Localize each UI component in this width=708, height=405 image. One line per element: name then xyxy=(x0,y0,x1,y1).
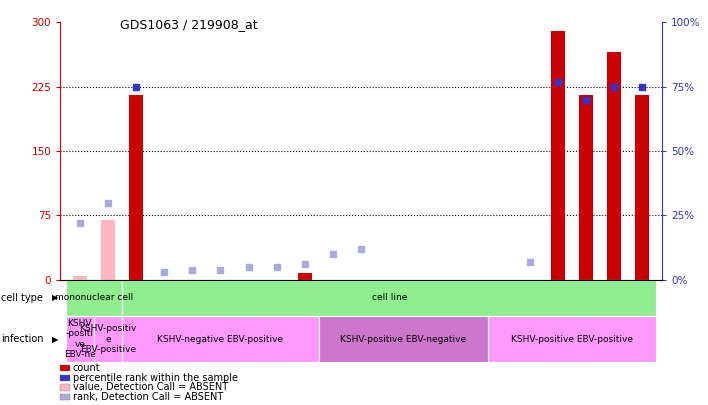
Point xyxy=(74,220,86,226)
Text: KSHV-positive EBV-negative: KSHV-positive EBV-negative xyxy=(341,335,467,343)
Text: KSHV-positive EBV-positive: KSHV-positive EBV-positive xyxy=(511,335,633,343)
Text: ▶: ▶ xyxy=(52,293,59,303)
Bar xyxy=(319,316,488,362)
Point xyxy=(552,78,564,85)
Text: rank, Detection Call = ABSENT: rank, Detection Call = ABSENT xyxy=(73,392,223,402)
Text: percentile rank within the sample: percentile rank within the sample xyxy=(73,373,238,383)
Bar xyxy=(298,273,312,280)
Text: mononuclear cell: mononuclear cell xyxy=(55,293,133,303)
Text: count: count xyxy=(73,363,101,373)
Text: cell line: cell line xyxy=(372,293,407,303)
Text: KSHV-negative EBV-positive: KSHV-negative EBV-positive xyxy=(157,335,283,343)
Point xyxy=(636,83,648,90)
Point xyxy=(327,251,338,257)
Bar xyxy=(122,316,319,362)
Text: GDS1063 / 219908_at: GDS1063 / 219908_at xyxy=(120,18,258,31)
Bar xyxy=(129,95,143,280)
Point xyxy=(608,83,620,90)
Bar xyxy=(122,280,656,316)
Bar xyxy=(579,95,593,280)
Bar xyxy=(551,31,565,280)
Point xyxy=(187,266,198,273)
Bar xyxy=(488,316,656,362)
Point xyxy=(103,199,114,206)
Bar xyxy=(635,95,649,280)
Text: KSHV-positiv
e
EBV-positive: KSHV-positiv e EBV-positive xyxy=(79,324,137,354)
Point xyxy=(130,83,142,90)
Bar xyxy=(607,52,621,280)
Point xyxy=(355,246,367,252)
Point xyxy=(243,264,254,270)
Bar xyxy=(94,316,122,362)
Point xyxy=(215,266,226,273)
Point xyxy=(271,264,282,270)
Bar xyxy=(73,275,87,280)
Bar xyxy=(66,316,94,362)
Point xyxy=(159,269,170,275)
Text: ▶: ▶ xyxy=(52,335,59,343)
Bar xyxy=(101,220,115,280)
Text: infection: infection xyxy=(1,334,44,344)
Point xyxy=(581,96,592,103)
Point xyxy=(299,261,311,268)
Bar xyxy=(66,280,122,316)
Text: KSHV
-positi
ve
EBV-ne: KSHV -positi ve EBV-ne xyxy=(64,319,96,359)
Text: cell type: cell type xyxy=(1,293,43,303)
Point xyxy=(524,259,535,265)
Text: value, Detection Call = ABSENT: value, Detection Call = ABSENT xyxy=(73,382,228,392)
